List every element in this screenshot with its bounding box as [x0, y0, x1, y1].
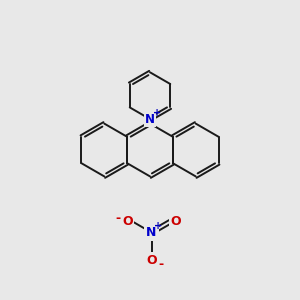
Text: N: N — [145, 112, 155, 126]
Text: O: O — [146, 254, 157, 267]
Text: +: + — [153, 108, 162, 118]
Text: -: - — [158, 258, 163, 271]
Text: O: O — [170, 215, 181, 228]
Text: +: + — [154, 221, 162, 231]
Text: N: N — [146, 226, 157, 239]
Text: -: - — [115, 212, 120, 225]
Text: O: O — [122, 215, 133, 228]
